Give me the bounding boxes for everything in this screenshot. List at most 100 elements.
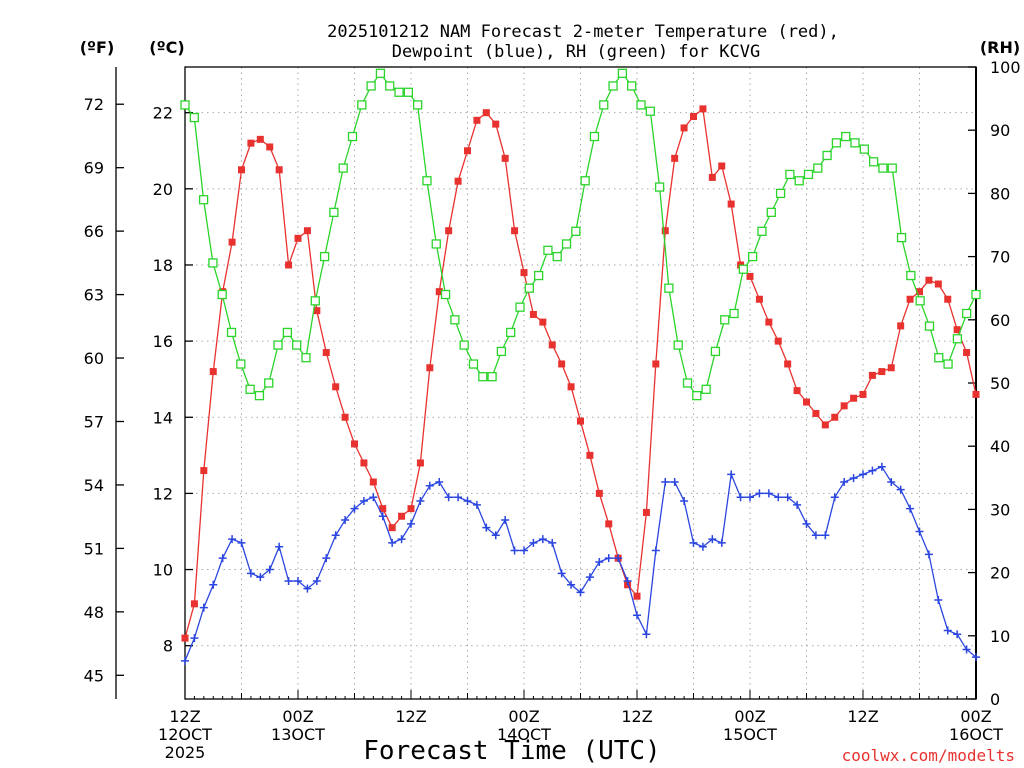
rh-point — [533, 270, 544, 281]
dewpoint-point — [915, 527, 924, 536]
dewpoint-point — [623, 576, 632, 585]
dewpoint-point — [614, 554, 623, 563]
rh-point — [813, 163, 823, 173]
temperature-point — [605, 520, 613, 528]
rh-point — [236, 359, 246, 369]
dewpoint-point — [275, 542, 284, 551]
dewpoint-point — [811, 531, 820, 540]
dewpoint-point — [472, 500, 481, 509]
temperature-point — [190, 600, 198, 608]
rh-tick-label: 80 — [990, 184, 1010, 203]
rh-point — [580, 176, 590, 186]
rh-point — [273, 340, 283, 350]
rh-point — [385, 81, 395, 91]
temperature-point — [369, 478, 377, 486]
temperature-point — [906, 295, 914, 303]
dewpoint-point — [802, 519, 811, 528]
dewpoint-point — [633, 611, 641, 620]
temperature-point — [652, 360, 660, 368]
fahrenheit-tick-label: 57 — [84, 412, 104, 431]
rh-point — [608, 81, 618, 91]
rh-point — [720, 315, 730, 325]
temperature-point — [379, 505, 387, 513]
temperature-point — [878, 368, 886, 376]
rh-point — [301, 353, 311, 363]
dewpoint-point — [642, 630, 651, 639]
temperature-point — [633, 592, 641, 600]
dewpoint-point — [670, 477, 679, 486]
dewpoint-point — [407, 519, 415, 528]
celsius-tick-label: 14 — [153, 408, 173, 427]
rh-point — [366, 81, 376, 91]
temperature-point — [548, 341, 556, 349]
rh-point — [571, 226, 581, 236]
fahrenheit-tick-label: 69 — [84, 159, 104, 178]
temperature-point — [821, 421, 829, 429]
dewpoint-point — [595, 557, 604, 566]
dewpoint-point — [190, 634, 199, 643]
celsius-tick-label: 22 — [153, 104, 173, 123]
rh-point — [701, 384, 711, 394]
rh-point — [431, 239, 441, 249]
rh-point — [636, 100, 646, 110]
temperature-point — [755, 295, 763, 303]
dewpoint-point — [378, 512, 387, 521]
rh-point — [319, 251, 330, 262]
temperature-point — [586, 451, 594, 459]
x-tick-label: 12OCT — [158, 725, 212, 744]
dewpoint-point — [463, 497, 472, 506]
temperature-point — [247, 139, 255, 147]
rh-point — [859, 144, 869, 154]
temperature-point — [266, 143, 274, 151]
rh-point — [748, 251, 758, 262]
fahrenheit-tick-label: 66 — [84, 222, 104, 241]
dewpoint-point — [312, 576, 321, 585]
dewpoint-point — [256, 573, 265, 582]
dewpoint-point — [962, 645, 971, 654]
rh-point — [375, 68, 386, 78]
temperature-point — [718, 162, 726, 170]
dewpoint-point — [830, 493, 839, 502]
fahrenheit-tick-label: 63 — [84, 286, 104, 305]
x-tick-label: 12Z — [169, 707, 200, 726]
rh-point — [422, 176, 432, 186]
fahrenheit-tick-label: 48 — [84, 603, 104, 622]
rh-point — [785, 169, 795, 180]
dewpoint-point — [906, 504, 915, 513]
rh-point — [403, 87, 413, 97]
temperature-point — [727, 200, 735, 208]
temperature-point — [793, 387, 801, 395]
rh-point — [226, 327, 237, 338]
rh-point — [180, 100, 190, 110]
temperature-point — [690, 112, 697, 120]
rh-tick-label: 100 — [990, 58, 1021, 77]
x-tick-label: 00Z — [282, 707, 313, 726]
temperature-point — [812, 409, 820, 417]
temperature-point — [228, 238, 236, 246]
rh-point — [692, 390, 702, 401]
dewpoint-point — [501, 516, 510, 525]
temperature-point — [784, 360, 792, 368]
dewpoint-point — [237, 538, 246, 547]
dewpoint-point — [322, 554, 331, 563]
temperature-point — [661, 227, 669, 235]
temperature-point — [407, 505, 415, 513]
rh-point — [599, 100, 609, 110]
rh-point — [896, 232, 907, 243]
temperature-point — [567, 383, 575, 391]
dewpoint-point — [538, 535, 547, 544]
rh-point — [589, 131, 600, 142]
rh-point — [934, 353, 944, 363]
temperature-point — [595, 489, 603, 497]
data-series — [180, 68, 981, 665]
rh-point — [878, 163, 888, 173]
dewpoint-point — [350, 504, 359, 513]
rh-point — [943, 359, 953, 369]
rh-point — [496, 346, 507, 357]
rh-point — [506, 327, 516, 338]
dewpoint-point — [821, 531, 830, 540]
rh-point — [831, 138, 842, 148]
dewpoint-point — [416, 497, 425, 506]
dewpoint-point — [209, 580, 218, 589]
dewpoint-point — [755, 489, 764, 498]
